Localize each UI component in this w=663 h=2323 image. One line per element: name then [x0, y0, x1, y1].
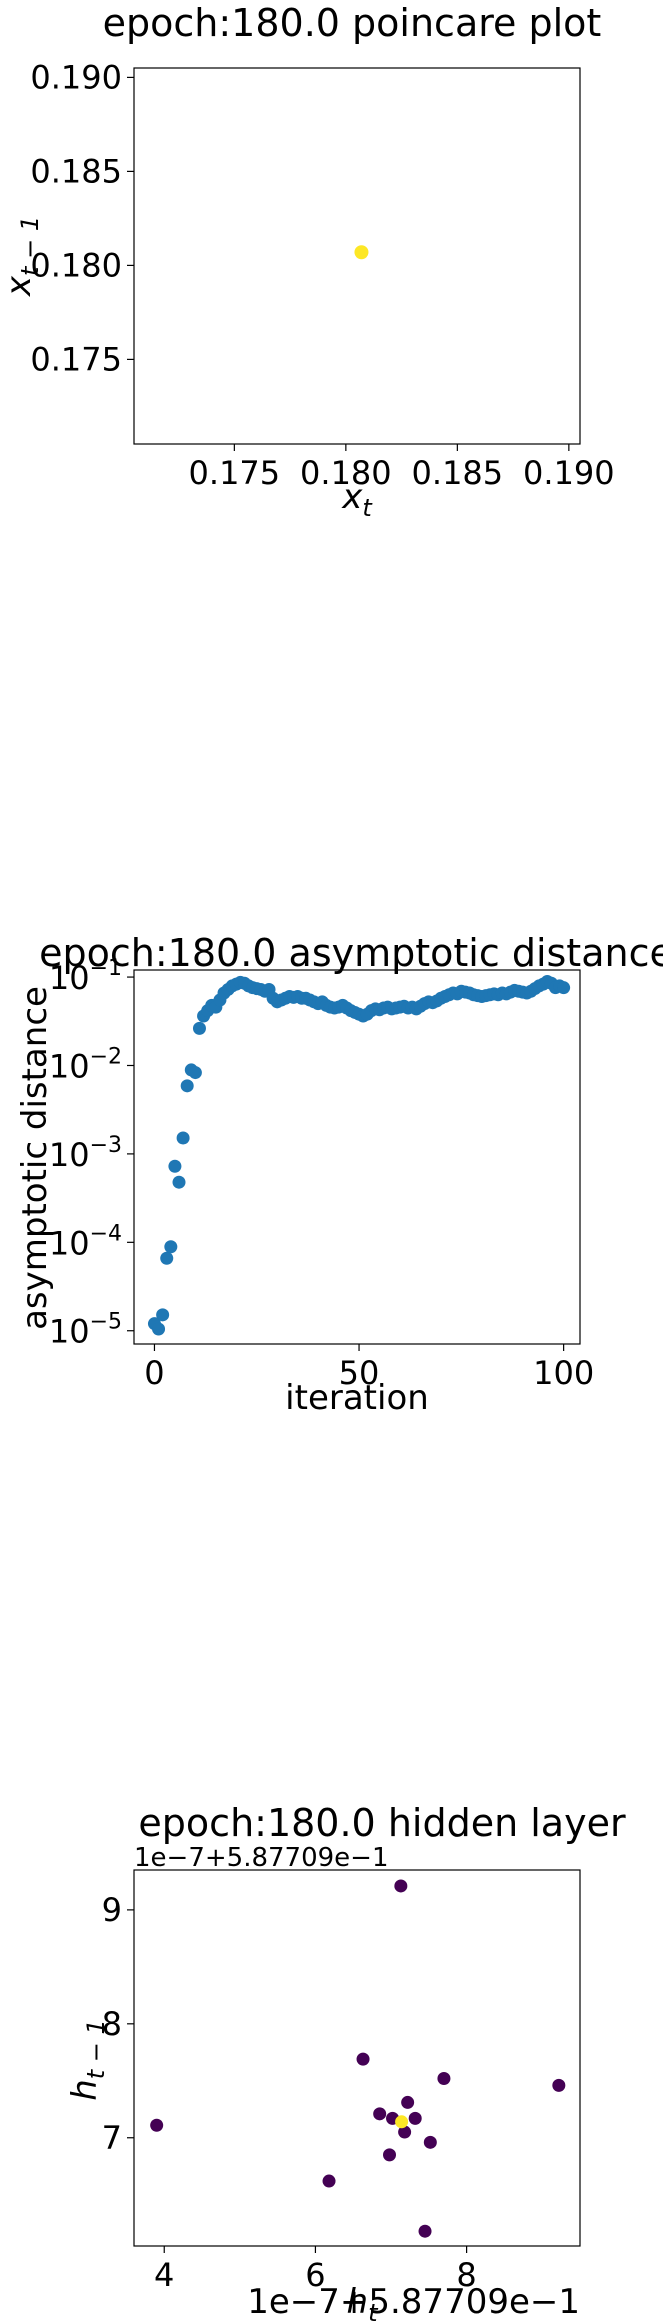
asymptotic-point — [168, 1159, 182, 1173]
hidden-layer-y-ticks: 7 8 9 — [102, 1891, 134, 2157]
hidden-layer-point — [418, 2224, 432, 2238]
asymptotic-y-tick-label: 10−5 — [49, 1310, 122, 1351]
hidden-layer-point — [423, 2135, 437, 2149]
asymptotic-y-tick-base: 10 — [49, 1313, 90, 1351]
hidden-layer-point — [398, 2125, 412, 2139]
asymptotic-y-tick-base: 10 — [49, 959, 90, 997]
asymptotic-point — [188, 1066, 202, 1080]
asymptotic-y-tick-exponent: −1 — [90, 956, 122, 981]
poincare-title: epoch:180.0 poincare plot — [103, 1, 602, 45]
hidden-layer-x-ticks: 4 6 8 — [154, 2246, 477, 2294]
poincare-y-tick-label: 0.175 — [30, 340, 122, 378]
poincare-chart: epoch:180.0 poincare plot 0.175 0.180 0.18… — [0, 1, 615, 522]
asymptotic-y-tick-exponent: −2 — [90, 1044, 122, 1069]
hidden-layer-x-tick-label: 4 — [154, 2256, 174, 2294]
poincare-x-tick-label: 0.185 — [412, 454, 504, 492]
hidden-layer-x-label: ht — [347, 2282, 380, 2323]
hidden-layer-points — [150, 1879, 566, 2238]
hidden-layer-y-tick-label: 9 — [102, 1891, 122, 1929]
hidden-layer-y-label: ht − 1 — [65, 2019, 110, 2101]
asymptotic-x-label: iteration — [285, 1378, 429, 1418]
hidden-layer-point — [395, 2115, 409, 2129]
poincare-y-tick-label: 0.190 — [30, 58, 122, 96]
asymptotic-y-tick-exponent: −4 — [90, 1221, 122, 1246]
asymptotic-y-tick-base: 10 — [49, 1224, 90, 1262]
asymptotic-y-tick-label: 10−3 — [49, 1133, 122, 1174]
hidden-layer-axes-frame — [133, 1869, 581, 2247]
hidden-layer-y-tick-label: 8 — [102, 2005, 122, 2043]
hidden-layer-point — [437, 2072, 451, 2086]
hidden-layer-y-offset: 1e−7+5.87709e−1 — [134, 1843, 389, 1873]
asymptotic-y-tick-exponent: −5 — [90, 1310, 122, 1335]
asymptotic-y-label: asymptotic distance — [15, 986, 55, 1330]
hidden-layer-point — [356, 2052, 370, 2066]
poincare-y-tick-label: 0.180 — [30, 246, 122, 284]
asymptotic-y-tick-label: 10−1 — [49, 956, 122, 997]
poincare-x-ticks: 0.175 0.180 0.185 0.190 — [189, 444, 615, 492]
asymptotic-points — [147, 974, 571, 1336]
asymptotic-point — [156, 1308, 170, 1322]
asymptotic-point — [557, 981, 571, 995]
poincare-y-ticks: 0.175 0.180 0.185 0.190 — [30, 58, 134, 378]
asymptotic-y-tick-base: 10 — [49, 1047, 90, 1085]
hidden-layer-point — [401, 2095, 415, 2109]
poincare-axes-frame — [133, 67, 581, 445]
hidden-layer-x-offset: 1e−7+5.87709e−1 — [247, 2282, 580, 2322]
poincare-y-label: xt − 1 — [0, 216, 44, 297]
asymptotic-x-ticks: 0 50 100 — [144, 1344, 594, 1392]
hidden-layer-point — [408, 2111, 422, 2125]
hidden-layer-point — [373, 2107, 387, 2121]
hidden-layer-point — [150, 2118, 164, 2132]
hidden-layer-x-tick-label: 8 — [456, 2256, 476, 2294]
asymptotic-axes-frame — [133, 969, 581, 1345]
asymptotic-point — [160, 1251, 174, 1265]
hidden-layer-point — [552, 2078, 566, 2092]
poincare-y-tick-label: 0.185 — [30, 152, 122, 190]
asymptotic-point — [172, 1175, 186, 1189]
poincare-x-tick-label: 0.175 — [189, 454, 281, 492]
asymptotic-y-tick-label: 10−2 — [49, 1044, 122, 1085]
hidden-layer-y-tick-label: 7 — [102, 2119, 122, 2157]
hidden-layer-point — [322, 2174, 336, 2188]
poincare-x-label: xt — [341, 477, 373, 522]
asymptotic-title: epoch:180.0 asymptotic distance — [39, 931, 663, 975]
asymptotic-point — [152, 1322, 166, 1336]
asymptotic-x-tick-label: 100 — [533, 1354, 594, 1392]
asymptotic-point — [176, 1131, 190, 1145]
asymptotic-point — [164, 1240, 178, 1254]
poincare-points — [354, 245, 369, 260]
asymptotic-x-tick-label: 0 — [144, 1354, 164, 1392]
poincare-point — [354, 245, 369, 260]
asymptotic-chart: epoch:180.0 asymptotic distance 0 50 100 1… — [15, 931, 663, 1418]
asymptotic-y-tick-label: 10−4 — [49, 1221, 122, 1262]
asymptotic-point — [192, 1021, 206, 1035]
poincare-x-tick-label: 0.180 — [300, 454, 392, 492]
asymptotic-y-ticks: 10−510−410−310−210−1 — [49, 956, 134, 1351]
asymptotic-point — [180, 1079, 194, 1093]
poincare-x-tick-label: 0.190 — [523, 454, 615, 492]
hidden-layer-point — [394, 1879, 408, 1893]
asymptotic-y-tick-exponent: −3 — [90, 1133, 122, 1158]
asymptotic-x-tick-label: 50 — [339, 1354, 380, 1392]
hidden-layer-x-tick-label: 6 — [305, 2256, 325, 2294]
hidden-layer-point — [383, 2148, 397, 2162]
hidden-layer-title: epoch:180.0 hidden layer — [138, 1801, 626, 1845]
hidden-layer-chart: epoch:180.0 hidden layer 1e−7+5.87709e−1… — [65, 1801, 626, 2323]
asymptotic-y-tick-base: 10 — [49, 1136, 90, 1174]
